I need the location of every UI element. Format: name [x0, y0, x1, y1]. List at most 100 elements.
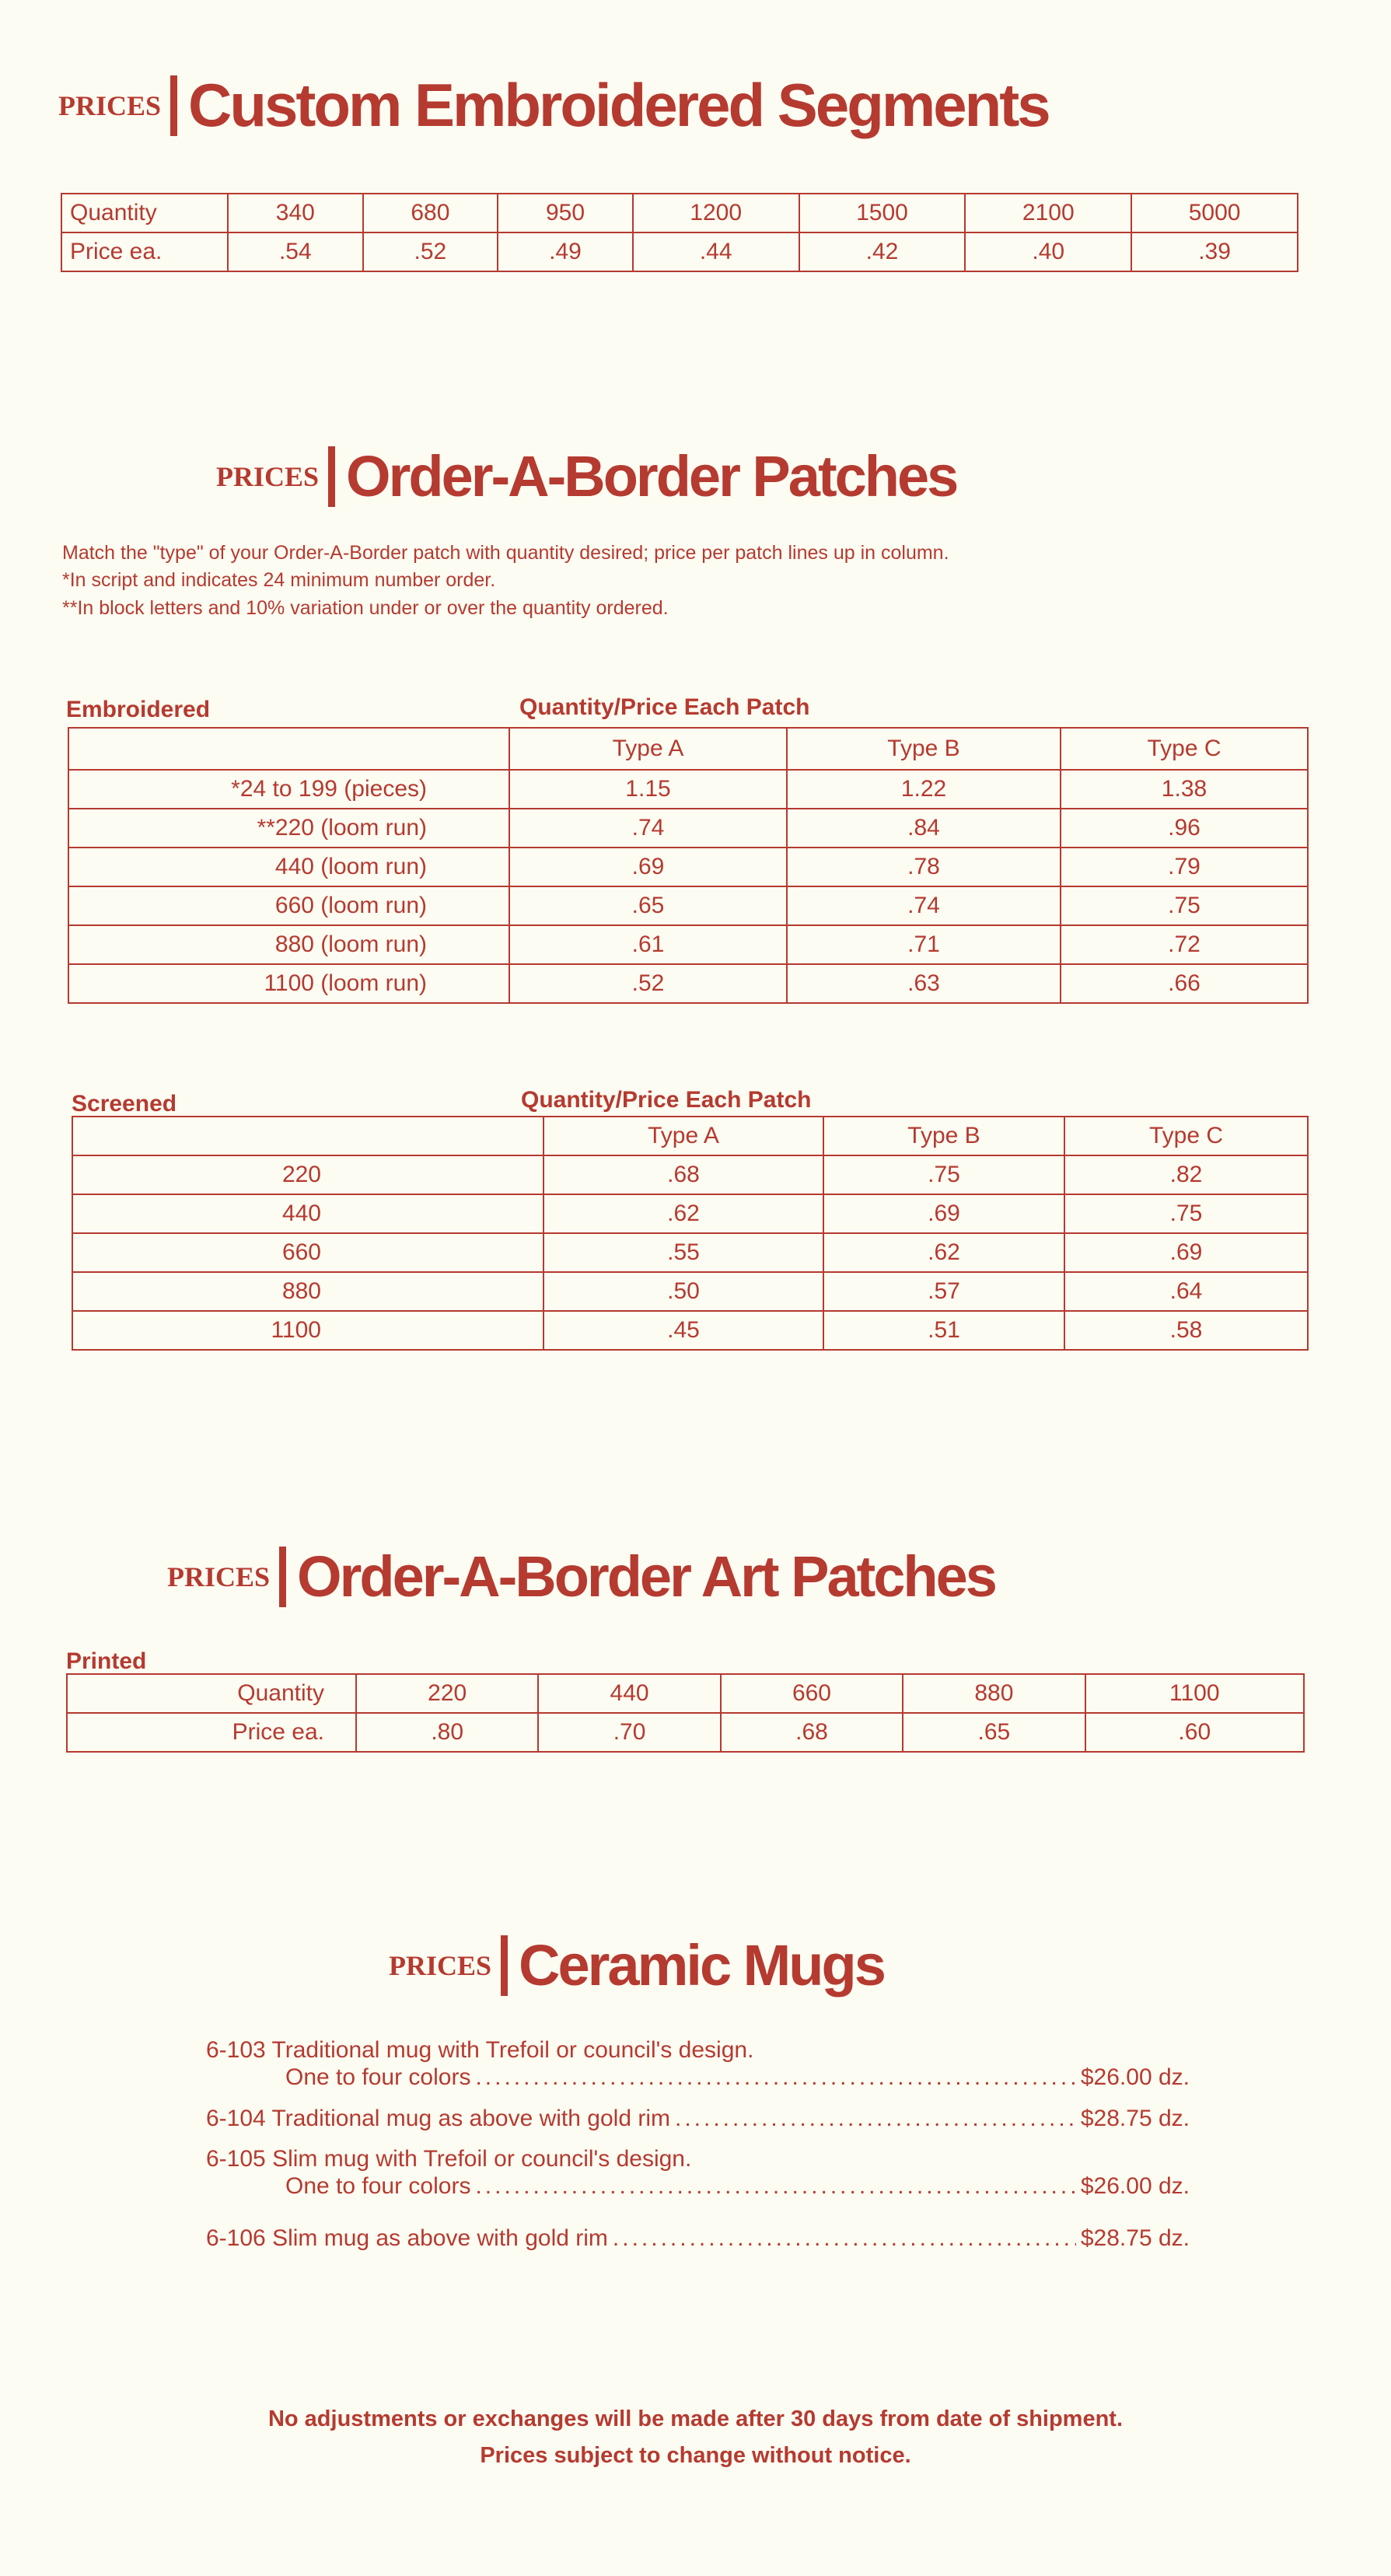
price-cell: .72: [1060, 924, 1309, 965]
empty-header-cell: [72, 1116, 544, 1156]
heading-divider: [170, 75, 178, 136]
price-cell: .52: [509, 963, 788, 1004]
mug-price: $26.00 dz.: [1080, 2173, 1190, 2199]
segments-heading: PRICES Custom Embroidered Segments: [58, 70, 1051, 141]
table-row: 1100.45.51.58: [72, 1310, 1309, 1351]
quantity-cell: 440 (loom run): [68, 847, 510, 887]
dot-leader: ........................................…: [612, 2225, 1076, 2251]
empty-header-cell: [68, 727, 510, 771]
quantity-cell: 1100 (loom run): [68, 963, 510, 1004]
price-cell: .62: [823, 1232, 1065, 1273]
section-title: Ceramic Mugs: [519, 1933, 886, 1998]
mug-item-label: 6-104 Traditional mug as above with gold…: [206, 2106, 670, 2131]
prices-label: PRICES: [389, 1949, 492, 1981]
table-row: 660.55.62.69: [72, 1232, 1309, 1273]
column-header: Type A: [509, 727, 788, 771]
prices-label: PRICES: [216, 460, 320, 492]
quantity-cell: 1100: [1084, 1673, 1305, 1714]
quantity-cell: 1500: [798, 193, 966, 233]
row-label: Quantity: [61, 193, 229, 233]
price-cell: .51: [823, 1310, 1065, 1351]
note: *In script and indicates 24 minimum numb…: [62, 569, 496, 591]
table-row: 220.68.75.82: [72, 1155, 1309, 1195]
table-row: 660 (loom run) .65.74.75: [68, 886, 1309, 926]
price-cell: .84: [786, 808, 1061, 848]
price-cell: .69: [1064, 1232, 1309, 1273]
quantity-cell: *24 to 199 (pieces): [68, 769, 510, 809]
table-row: Quantity 340 680 950 1200 1500 2100 5000: [61, 193, 1298, 233]
mug-item: 6-104 Traditional mug as above with gold…: [206, 2106, 1190, 2132]
quantity-cell: 880: [902, 1673, 1086, 1714]
quantity-cell: 880 (loom run): [68, 924, 510, 965]
price-cell: .74: [509, 808, 788, 848]
mugs-heading: PRICES Ceramic Mugs: [389, 1932, 886, 1998]
row-label: Quantity: [66, 1673, 357, 1714]
price-cell: .61: [509, 924, 788, 965]
quantity-cell: 660: [72, 1232, 544, 1273]
price-cell: .75: [823, 1155, 1065, 1195]
note: Match the "type" of your Order-A-Border …: [62, 542, 949, 564]
price-cell: .68: [719, 1712, 904, 1753]
price-cell: .71: [786, 924, 1061, 965]
mug-item-label: One to four colors: [285, 2064, 471, 2090]
mug-price: $28.75 dz.: [1080, 2225, 1190, 2251]
quantity-cell: 950: [497, 193, 634, 233]
segments-price-table: Quantity 340 680 950 1200 1500 2100 5000…: [61, 193, 1298, 272]
price-cell: .68: [543, 1155, 824, 1195]
table-row: 1100 (loom run) .52.63.66: [68, 963, 1309, 1004]
column-header: Type C: [1060, 727, 1309, 771]
quantity-cell: 5000: [1131, 193, 1298, 233]
price-cell: .65: [509, 886, 788, 926]
price-cell: .64: [1064, 1271, 1309, 1312]
mug-item-label: One to four colors: [285, 2173, 471, 2199]
footer-note: Prices subject to change without notice.: [480, 2443, 911, 2468]
prices-label: PRICES: [58, 89, 162, 121]
art-patches-heading: PRICES Order-A-Border Art Patches: [167, 1543, 998, 1610]
table-row: 880 (loom run) .61.71.72: [68, 924, 1309, 965]
price-cell: .65: [902, 1712, 1086, 1753]
price-cell: .70: [537, 1712, 722, 1753]
quantity-cell: 440: [537, 1673, 722, 1714]
price-cell: .75: [1060, 886, 1309, 926]
price-cell: .42: [798, 232, 966, 272]
price-cell: .60: [1084, 1712, 1305, 1753]
section-title: Order-A-Border Art Patches: [297, 1544, 998, 1609]
mug-item-label: 6-106 Slim mug as above with gold rim: [206, 2225, 608, 2251]
table-header-row: Type A Type B Type C: [72, 1116, 1309, 1156]
quantity-cell: 660: [719, 1673, 904, 1714]
table-header-row: Type A Type B Type C: [68, 727, 1309, 771]
column-header: Type C: [1064, 1116, 1309, 1156]
screened-price-table: Type A Type B Type C 220.68.75.82 440.62.…: [72, 1116, 1309, 1351]
price-cell: .66: [1060, 963, 1309, 1004]
dot-leader: ........................................…: [475, 2064, 1075, 2090]
art-patches-price-table: Quantity 220 440 660 880 1100 Price ea. .80.…: [66, 1673, 1305, 1753]
heading-divider: [501, 1935, 509, 1996]
price-cell: 1.22: [786, 769, 1061, 809]
section-title: Custom Embroidered Segments: [188, 71, 1051, 139]
quantity-cell: 1200: [631, 193, 800, 233]
column-header: Type A: [543, 1116, 824, 1156]
table-row: 440.62.69.75: [72, 1194, 1309, 1234]
embroidered-label: Embroidered: [66, 697, 211, 722]
table-row: *24 to 199 (pieces) 1.15 1.22 1.38: [68, 769, 1309, 809]
group-header: Quantity/Price Each Patch: [519, 694, 810, 720]
footer-note: No adjustments or exchanges will be made…: [267, 2406, 1124, 2431]
row-label: Price ea.: [61, 232, 229, 272]
mug-item-description: 6-105 Slim mug with Trefoil or council's…: [206, 2146, 692, 2172]
price-cell: .55: [543, 1232, 824, 1273]
mug-price: $26.00 dz.: [1080, 2064, 1190, 2090]
price-cell: .96: [1060, 808, 1309, 848]
price-cell: .44: [631, 232, 800, 272]
heading-divider: [328, 446, 336, 507]
price-cell: .62: [543, 1194, 824, 1234]
price-cell: .74: [786, 886, 1061, 926]
quantity-cell: 440: [72, 1194, 544, 1234]
printed-label: Printed: [66, 1648, 147, 1674]
price-cell: .40: [964, 232, 1133, 272]
dot-leader: ........................................…: [475, 2173, 1075, 2199]
table-row: 440 (loom run) .69.78.79: [68, 847, 1309, 887]
dot-leader: ........................................…: [674, 2106, 1076, 2131]
price-cell: .57: [823, 1271, 1065, 1312]
price-cell: .45: [543, 1310, 824, 1351]
screened-label: Screened: [72, 1091, 177, 1117]
